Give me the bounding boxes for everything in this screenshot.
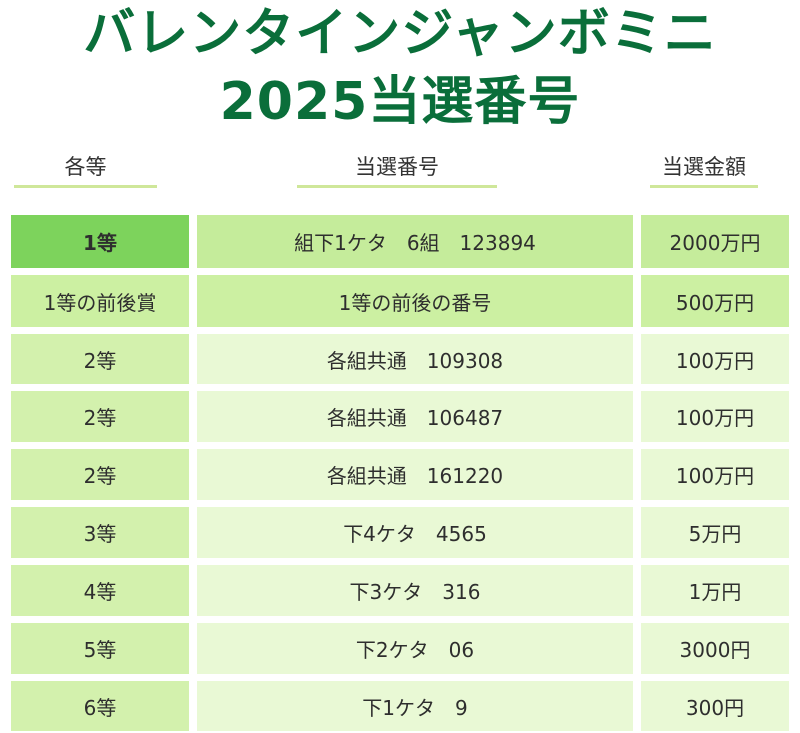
table-row-number: 下1ケタ 9 — [197, 681, 633, 731]
header-rank-underline — [14, 185, 157, 188]
header-rank: 各等 — [14, 152, 157, 188]
header-number: 当選番号 — [297, 152, 497, 188]
table-row-amount: 2000万円 — [641, 215, 789, 268]
header-amount-underline — [650, 185, 758, 188]
table-row-number: 組下1ケタ 6組 123894 — [197, 215, 633, 268]
page-title: バレンタインジャンボミニ — [83, 4, 717, 64]
header-rank-label: 各等 — [64, 155, 107, 179]
table-row-rank: 6等 — [11, 681, 189, 731]
table-row-number: 1等の前後の番号 — [197, 275, 633, 327]
table-row-amount: 1万円 — [641, 565, 789, 616]
header-number-underline — [297, 185, 497, 188]
table-row-amount: 300円 — [641, 681, 789, 731]
header-amount: 当選金額 — [650, 152, 758, 188]
table-row-rank: 2等 — [11, 449, 189, 500]
table-row-number: 各組共通 161220 — [197, 449, 633, 500]
table-row-number: 各組共通 109308 — [197, 334, 633, 384]
table-row-amount: 100万円 — [641, 449, 789, 500]
table-row-rank: 4等 — [11, 565, 189, 616]
table-row-rank: 1等 — [11, 215, 189, 268]
table-row-number: 下4ケタ 4565 — [197, 507, 633, 558]
table-row-number: 下2ケタ 06 — [197, 623, 633, 674]
table-row-amount: 3000円 — [641, 623, 789, 674]
table-row-amount: 100万円 — [641, 391, 789, 442]
table-row-rank: 1等の前後賞 — [11, 275, 189, 327]
table-row-amount: 100万円 — [641, 334, 789, 384]
table-row-amount: 500万円 — [641, 275, 789, 327]
header-number-label: 当選番号 — [355, 155, 439, 179]
header-amount-label: 当選金額 — [662, 155, 746, 179]
table-row-number: 各組共通 106487 — [197, 391, 633, 442]
page-subtitle: 2025当選番号 — [219, 72, 581, 132]
table-row-amount: 5万円 — [641, 507, 789, 558]
table-row-rank: 2等 — [11, 391, 189, 442]
table-row-rank: 5等 — [11, 623, 189, 674]
table-row-rank: 3等 — [11, 507, 189, 558]
table-row-number: 下3ケタ 316 — [197, 565, 633, 616]
table-row-rank: 2等 — [11, 334, 189, 384]
